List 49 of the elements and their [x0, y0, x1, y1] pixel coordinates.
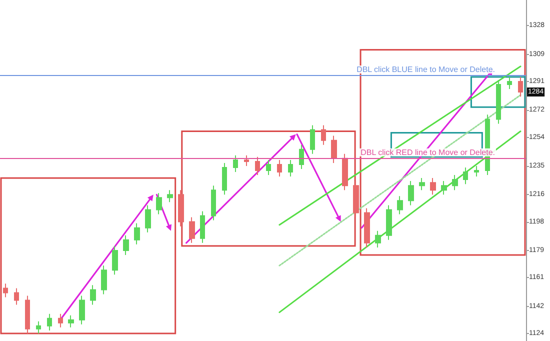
candlestick	[134, 222, 140, 245]
candlestick	[342, 153, 348, 191]
candlestick	[3, 283, 8, 298]
candlestick	[441, 180, 447, 196]
candlestick	[277, 159, 282, 178]
candlestick	[123, 234, 129, 256]
candlestick	[189, 216, 195, 244]
candlestick	[474, 165, 479, 178]
candlestick	[233, 154, 238, 173]
candlestick	[331, 135, 337, 164]
candlestick	[25, 295, 30, 334]
candlestick	[255, 156, 260, 176]
candlestick	[430, 178, 436, 196]
candlestick	[156, 192, 162, 215]
candlestick	[507, 76, 512, 90]
candlestick	[244, 154, 249, 166]
candlestick	[211, 185, 216, 221]
candlestick	[463, 166, 468, 185]
candlestick	[79, 295, 85, 325]
candlestick	[364, 208, 370, 248]
candlestick	[112, 245, 118, 276]
candlestick	[178, 190, 184, 227]
candlestick	[321, 124, 326, 146]
candlestick	[452, 174, 458, 191]
candlestick	[496, 79, 501, 124]
candlestick	[101, 265, 107, 295]
candlestick	[408, 180, 414, 206]
candlestick	[397, 196, 403, 215]
candlestick	[47, 313, 52, 331]
candlestick	[14, 288, 19, 306]
candlestick	[266, 159, 271, 176]
candlestick	[36, 320, 41, 334]
candlestick	[353, 180, 359, 218]
candlestick	[419, 178, 425, 191]
candlestick	[299, 144, 304, 170]
candlestick	[145, 204, 151, 233]
candlestick	[90, 284, 96, 306]
candlestick	[386, 204, 392, 240]
candlestick	[518, 76, 523, 98]
candlestick	[200, 210, 205, 244]
candlestick	[288, 159, 293, 178]
candlestick	[58, 313, 63, 328]
ref-line-label: DBL click RED line to Move or Delete.	[360, 148, 495, 157]
ref-line-label: DBL click BLUE line to Move or Delete.	[356, 64, 495, 74]
candlestick	[310, 124, 315, 154]
candlestick	[167, 190, 173, 203]
candlestick	[375, 230, 381, 248]
candlestick	[68, 314, 74, 328]
candlestick	[222, 162, 227, 196]
